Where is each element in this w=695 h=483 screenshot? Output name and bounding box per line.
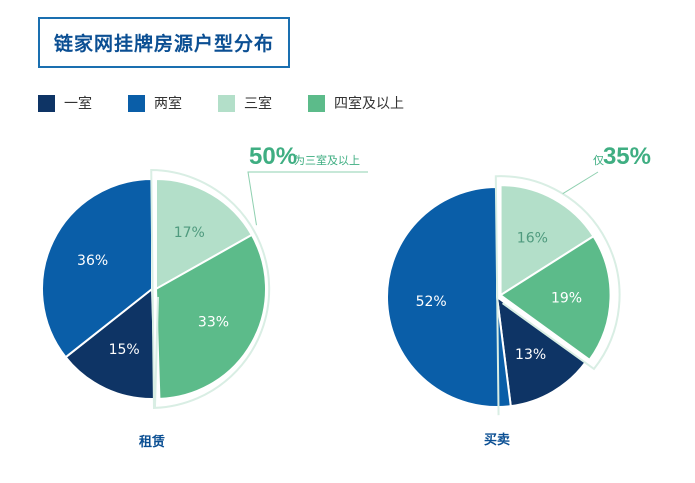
pie-1-slice-一室: [64, 286, 157, 400]
pie-2-slice-两室: [386, 185, 512, 408]
pie-1-slice-四室及以上: [154, 233, 267, 400]
legend: 一室 两室 三室 四室及以上: [38, 93, 440, 113]
pie-2-callout-value: 35%: [603, 143, 651, 170]
legend-label-4: 四室及以上: [334, 96, 404, 112]
legend-item-3: 三室: [218, 93, 272, 113]
pie-2-callout-line: [562, 171, 599, 195]
legend-item-4: 四室及以上: [308, 93, 404, 113]
legend-swatch-2: [128, 94, 145, 112]
pie-1-label-三室: 17%: [174, 225, 205, 241]
pie-2-label-两室: 52%: [416, 294, 447, 310]
legend-swatch-4: [308, 94, 325, 112]
pie-1-title: 租赁: [139, 434, 165, 450]
pie-1-slice-两室: [41, 177, 153, 359]
legend-label-2: 两室: [154, 96, 182, 112]
pie-1-highlight-outline: [150, 169, 271, 409]
pie-2-highlight-outline: [494, 175, 621, 416]
legend-item-1: 一室: [38, 93, 92, 113]
pie-1-label-四室及以上: 33%: [198, 314, 229, 330]
legend-swatch-1: [38, 94, 55, 112]
pie-1-label-两室: 36%: [77, 253, 108, 269]
legend-label-3: 三室: [244, 96, 272, 112]
pie-2-title: 买卖: [484, 432, 510, 448]
pie-2-label-四室及以上: 19%: [551, 290, 582, 306]
legend-label-1: 一室: [64, 96, 92, 112]
pie-1-slice-三室: [155, 177, 254, 291]
title-box: 链家网挂牌房源户型分布: [38, 17, 290, 68]
chart-main-title: 链家网挂牌房源户型分布: [53, 33, 274, 55]
pie-1-callout-text: 为三室及以上: [294, 153, 360, 167]
pie-1-callout-value: 50%: [249, 143, 297, 170]
pie-2-label-一室: 13%: [515, 347, 546, 363]
pie-2-label-三室: 16%: [517, 230, 548, 246]
pie-2-callout-prefix: 仅: [593, 154, 604, 167]
pie-2-slice-三室: [499, 184, 595, 298]
pie-2-slice-一室: [495, 294, 588, 408]
pie-1-label-一室: 15%: [109, 342, 140, 358]
pie-1-callout-line: [247, 171, 368, 226]
legend-item-2: 两室: [128, 93, 182, 113]
legend-swatch-3: [218, 94, 235, 112]
pie-2-slice-四室及以上: [498, 234, 612, 362]
